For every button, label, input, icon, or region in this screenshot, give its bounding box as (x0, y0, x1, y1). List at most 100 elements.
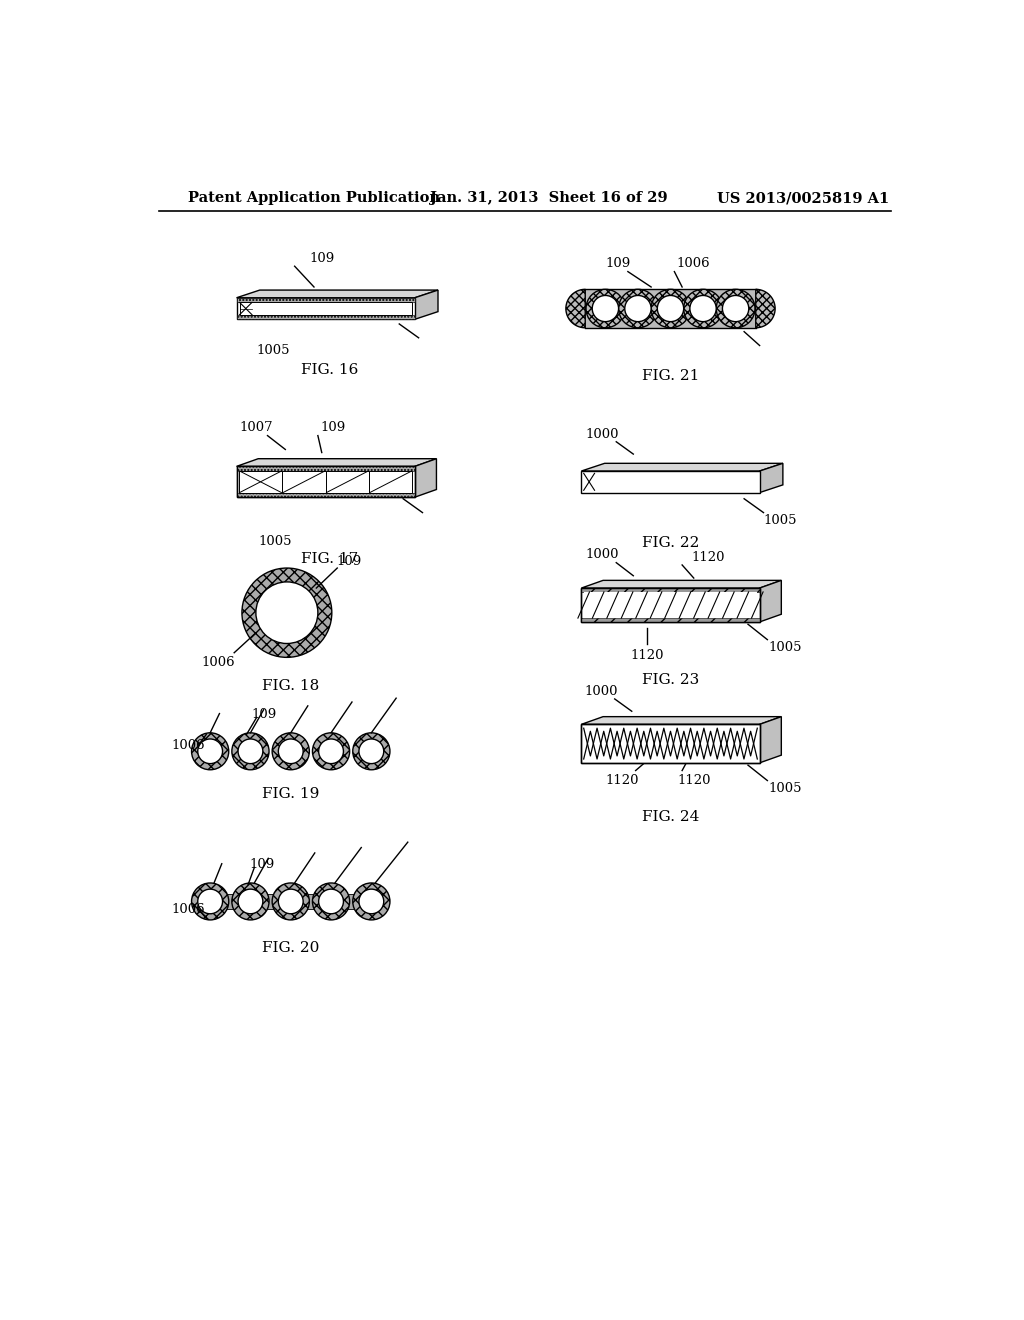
Text: FIG. 20: FIG. 20 (262, 941, 319, 954)
Text: 109: 109 (336, 554, 361, 568)
Circle shape (657, 296, 684, 322)
Text: 109: 109 (321, 421, 346, 434)
Polygon shape (415, 459, 436, 498)
Text: 1005: 1005 (768, 640, 802, 653)
Circle shape (690, 296, 716, 322)
Text: 1005: 1005 (256, 345, 290, 358)
Polygon shape (240, 302, 412, 314)
Polygon shape (347, 894, 355, 909)
Circle shape (191, 883, 228, 920)
Text: FIG. 16: FIG. 16 (301, 363, 358, 378)
Circle shape (586, 289, 625, 327)
Polygon shape (582, 717, 781, 725)
Circle shape (279, 890, 303, 913)
Text: Patent Application Publication: Patent Application Publication (188, 191, 440, 206)
Text: 1120: 1120 (691, 550, 724, 564)
Text: 1005: 1005 (258, 536, 292, 548)
Text: FIG. 19: FIG. 19 (262, 787, 319, 801)
Circle shape (618, 289, 657, 327)
Polygon shape (760, 717, 781, 763)
Circle shape (352, 733, 390, 770)
Polygon shape (415, 290, 438, 319)
Circle shape (625, 296, 651, 322)
Circle shape (272, 883, 309, 920)
Polygon shape (566, 289, 586, 327)
Polygon shape (283, 471, 326, 492)
Circle shape (312, 733, 349, 770)
Text: 109: 109 (605, 257, 631, 271)
Circle shape (722, 296, 749, 322)
Polygon shape (237, 466, 415, 498)
Polygon shape (237, 298, 415, 302)
Text: 109: 109 (309, 252, 335, 265)
Circle shape (312, 883, 349, 920)
Circle shape (238, 890, 263, 913)
Text: 1120: 1120 (677, 774, 711, 787)
Circle shape (256, 582, 317, 644)
Circle shape (231, 733, 269, 770)
Circle shape (238, 739, 263, 763)
Polygon shape (756, 289, 775, 327)
Polygon shape (584, 729, 758, 759)
Circle shape (359, 890, 384, 913)
Polygon shape (760, 463, 783, 492)
Polygon shape (582, 589, 760, 622)
Text: FIG. 17: FIG. 17 (301, 552, 358, 566)
Polygon shape (237, 459, 436, 466)
Circle shape (242, 568, 332, 657)
Circle shape (359, 739, 384, 763)
Text: 1000: 1000 (586, 548, 620, 561)
Text: FIG. 23: FIG. 23 (642, 673, 699, 688)
Circle shape (318, 890, 343, 913)
Text: 1006: 1006 (202, 656, 236, 669)
Text: 1000: 1000 (584, 685, 617, 698)
Polygon shape (226, 894, 234, 909)
Text: 109: 109 (250, 858, 274, 871)
Text: 1000: 1000 (586, 428, 620, 441)
Text: 1006: 1006 (172, 739, 205, 751)
Polygon shape (760, 581, 781, 622)
Circle shape (198, 890, 222, 913)
Polygon shape (237, 492, 415, 498)
Text: 1120: 1120 (606, 774, 639, 787)
Circle shape (198, 739, 222, 763)
Circle shape (231, 883, 269, 920)
Text: 1006: 1006 (677, 257, 711, 271)
Polygon shape (369, 471, 413, 492)
Polygon shape (582, 725, 760, 763)
Circle shape (191, 733, 228, 770)
Text: Jan. 31, 2013  Sheet 16 of 29: Jan. 31, 2013 Sheet 16 of 29 (430, 191, 668, 206)
Text: FIG. 18: FIG. 18 (262, 678, 319, 693)
Circle shape (651, 289, 690, 327)
Text: FIG. 21: FIG. 21 (642, 370, 699, 383)
Polygon shape (239, 471, 283, 492)
Polygon shape (582, 463, 783, 471)
Circle shape (272, 733, 309, 770)
Text: 1007: 1007 (239, 421, 272, 434)
Polygon shape (237, 298, 415, 319)
Polygon shape (586, 289, 756, 327)
Circle shape (716, 289, 755, 327)
Circle shape (279, 739, 303, 763)
Polygon shape (582, 589, 760, 591)
Polygon shape (307, 894, 314, 909)
Circle shape (352, 883, 390, 920)
Polygon shape (584, 591, 758, 618)
Text: 1005: 1005 (768, 781, 802, 795)
Text: 109: 109 (252, 708, 278, 721)
Text: FIG. 24: FIG. 24 (642, 809, 699, 824)
Text: 1005: 1005 (764, 513, 798, 527)
Text: 1120: 1120 (631, 648, 664, 661)
Circle shape (684, 289, 722, 327)
Circle shape (318, 739, 343, 763)
Text: FIG. 22: FIG. 22 (642, 536, 699, 550)
Polygon shape (582, 581, 781, 589)
Polygon shape (237, 466, 415, 471)
Polygon shape (237, 314, 415, 319)
Polygon shape (582, 471, 760, 492)
Circle shape (592, 296, 618, 322)
Polygon shape (326, 471, 369, 492)
Polygon shape (237, 290, 438, 298)
Polygon shape (266, 894, 274, 909)
Text: US 2013/0025819 A1: US 2013/0025819 A1 (717, 191, 889, 206)
